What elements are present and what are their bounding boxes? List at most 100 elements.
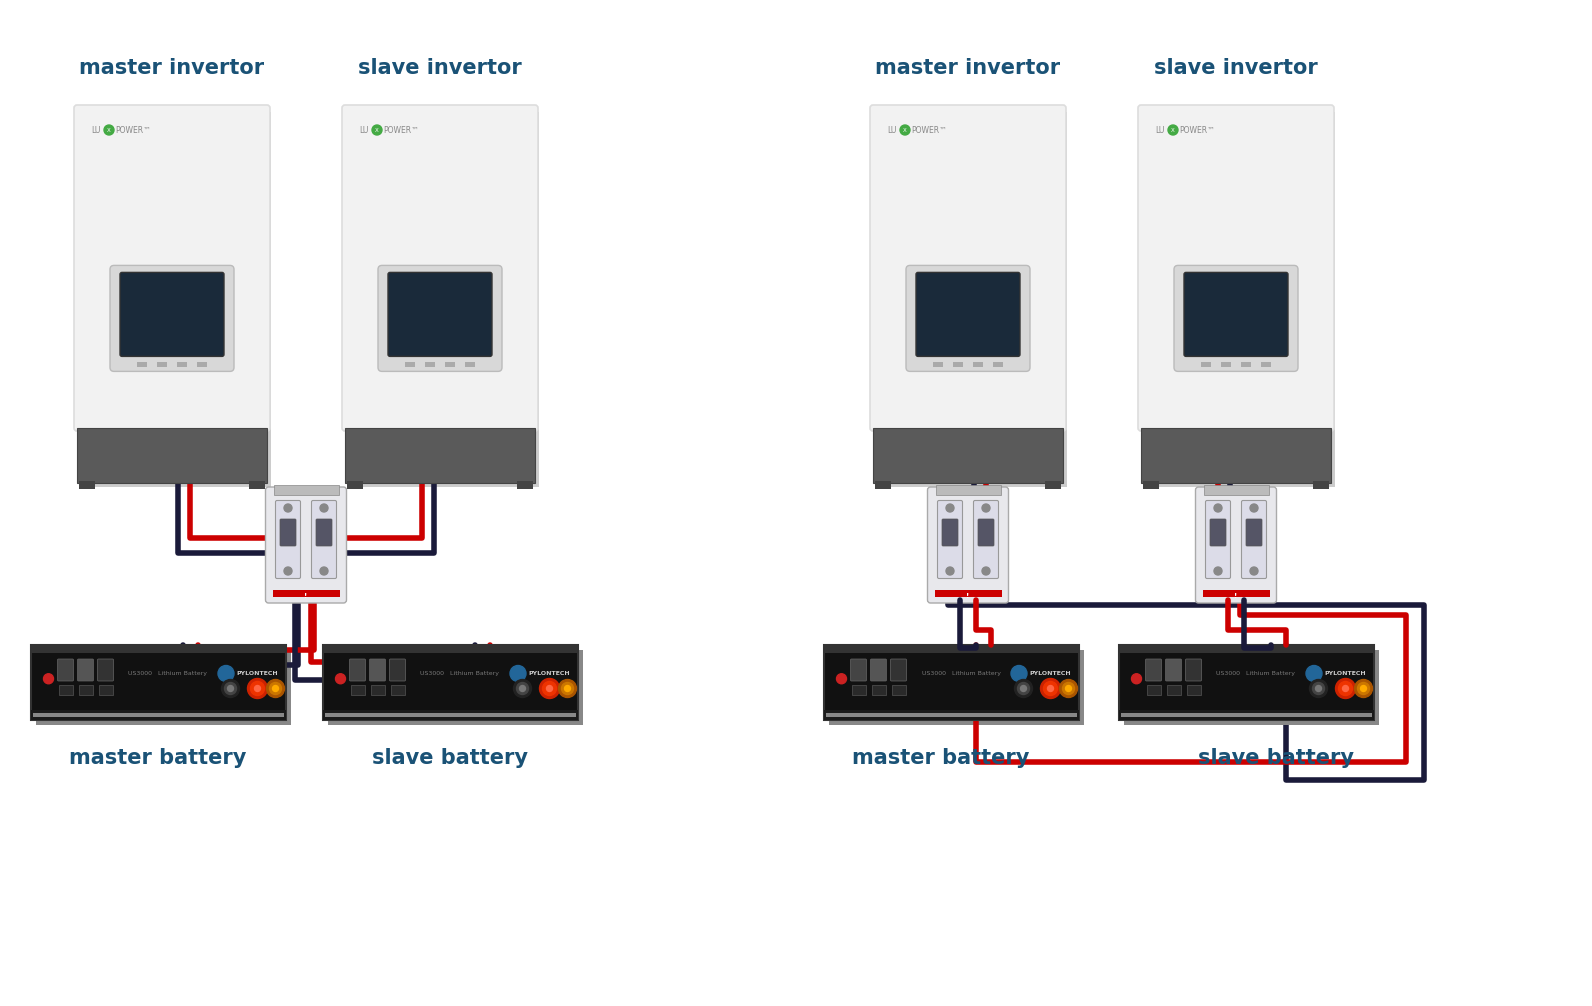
FancyBboxPatch shape xyxy=(850,659,866,681)
Circle shape xyxy=(899,125,911,135)
Circle shape xyxy=(255,685,261,691)
Bar xyxy=(323,645,578,653)
FancyBboxPatch shape xyxy=(57,659,73,681)
Bar xyxy=(30,710,285,720)
Circle shape xyxy=(565,685,570,691)
Circle shape xyxy=(1355,679,1372,697)
Bar xyxy=(328,650,583,725)
Circle shape xyxy=(982,504,990,512)
FancyBboxPatch shape xyxy=(73,105,271,431)
Bar xyxy=(404,362,416,367)
Circle shape xyxy=(320,567,328,575)
Bar xyxy=(350,685,365,695)
Circle shape xyxy=(1358,682,1369,694)
Circle shape xyxy=(1312,682,1325,694)
Text: X: X xyxy=(107,128,111,133)
Circle shape xyxy=(221,679,239,697)
Circle shape xyxy=(1062,682,1075,694)
Bar xyxy=(1146,685,1161,695)
Circle shape xyxy=(228,685,234,691)
Bar xyxy=(876,481,892,489)
FancyBboxPatch shape xyxy=(1242,501,1267,578)
Circle shape xyxy=(1342,685,1348,691)
Text: LU: LU xyxy=(887,126,896,135)
Text: POWER™: POWER™ xyxy=(384,126,419,135)
Bar xyxy=(32,713,283,717)
Text: slave invertor: slave invertor xyxy=(1154,58,1318,78)
Circle shape xyxy=(836,674,847,684)
Circle shape xyxy=(1020,685,1027,691)
Bar xyxy=(933,362,942,367)
FancyBboxPatch shape xyxy=(928,487,1008,603)
Text: X: X xyxy=(903,128,907,133)
Circle shape xyxy=(103,125,115,135)
Bar xyxy=(248,481,264,489)
Text: slave battery: slave battery xyxy=(1199,748,1355,768)
Circle shape xyxy=(283,567,291,575)
Text: PYLONTECH: PYLONTECH xyxy=(1325,671,1366,676)
Circle shape xyxy=(1060,679,1078,697)
Bar xyxy=(99,685,113,695)
Circle shape xyxy=(320,504,328,512)
FancyBboxPatch shape xyxy=(388,273,492,356)
Bar xyxy=(828,650,1084,725)
Circle shape xyxy=(218,666,234,681)
Bar xyxy=(76,428,267,483)
Bar xyxy=(177,362,186,367)
Bar xyxy=(80,481,96,489)
Circle shape xyxy=(269,682,282,694)
FancyBboxPatch shape xyxy=(1146,659,1162,681)
Text: US3000   Lithium Battery: US3000 Lithium Battery xyxy=(1216,671,1296,676)
Text: slave battery: slave battery xyxy=(373,748,529,768)
FancyBboxPatch shape xyxy=(266,487,347,603)
Bar xyxy=(1202,590,1269,597)
Bar xyxy=(973,362,982,367)
Bar xyxy=(1186,685,1200,695)
Bar xyxy=(274,485,339,495)
FancyBboxPatch shape xyxy=(315,519,333,546)
Circle shape xyxy=(1215,567,1223,575)
Circle shape xyxy=(1065,685,1071,691)
Bar xyxy=(877,112,1067,487)
Circle shape xyxy=(43,674,54,684)
FancyBboxPatch shape xyxy=(312,501,336,578)
Bar xyxy=(1167,685,1181,695)
Bar xyxy=(1145,112,1336,487)
Text: US3000   Lithium Battery: US3000 Lithium Battery xyxy=(129,671,207,676)
Circle shape xyxy=(1011,666,1027,681)
Text: US3000   Lithium Battery: US3000 Lithium Battery xyxy=(922,671,1000,676)
Circle shape xyxy=(509,666,525,681)
Circle shape xyxy=(224,682,237,694)
FancyBboxPatch shape xyxy=(119,273,224,356)
FancyBboxPatch shape xyxy=(1186,659,1202,681)
Circle shape xyxy=(250,681,264,695)
Circle shape xyxy=(1310,679,1328,697)
FancyBboxPatch shape xyxy=(1247,519,1262,546)
Circle shape xyxy=(1132,674,1141,684)
Text: LU: LU xyxy=(91,126,100,135)
Circle shape xyxy=(336,674,345,684)
Circle shape xyxy=(1014,679,1033,697)
Bar xyxy=(30,645,285,720)
FancyBboxPatch shape xyxy=(1184,273,1288,356)
Circle shape xyxy=(946,567,954,575)
Bar xyxy=(1119,645,1374,653)
FancyBboxPatch shape xyxy=(1173,266,1297,371)
Circle shape xyxy=(1361,685,1366,691)
Circle shape xyxy=(1041,678,1060,698)
FancyBboxPatch shape xyxy=(369,659,385,681)
Circle shape xyxy=(546,685,552,691)
Bar xyxy=(137,362,146,367)
FancyBboxPatch shape xyxy=(869,105,1067,431)
Bar xyxy=(465,362,474,367)
Bar xyxy=(35,650,290,725)
Text: PYLONTECH: PYLONTECH xyxy=(236,671,277,676)
Circle shape xyxy=(1315,685,1321,691)
Circle shape xyxy=(1339,681,1353,695)
Bar xyxy=(390,685,404,695)
FancyBboxPatch shape xyxy=(280,519,296,546)
Text: X: X xyxy=(1172,128,1175,133)
Bar xyxy=(993,362,1003,367)
Bar xyxy=(517,481,533,489)
Bar xyxy=(325,713,575,717)
